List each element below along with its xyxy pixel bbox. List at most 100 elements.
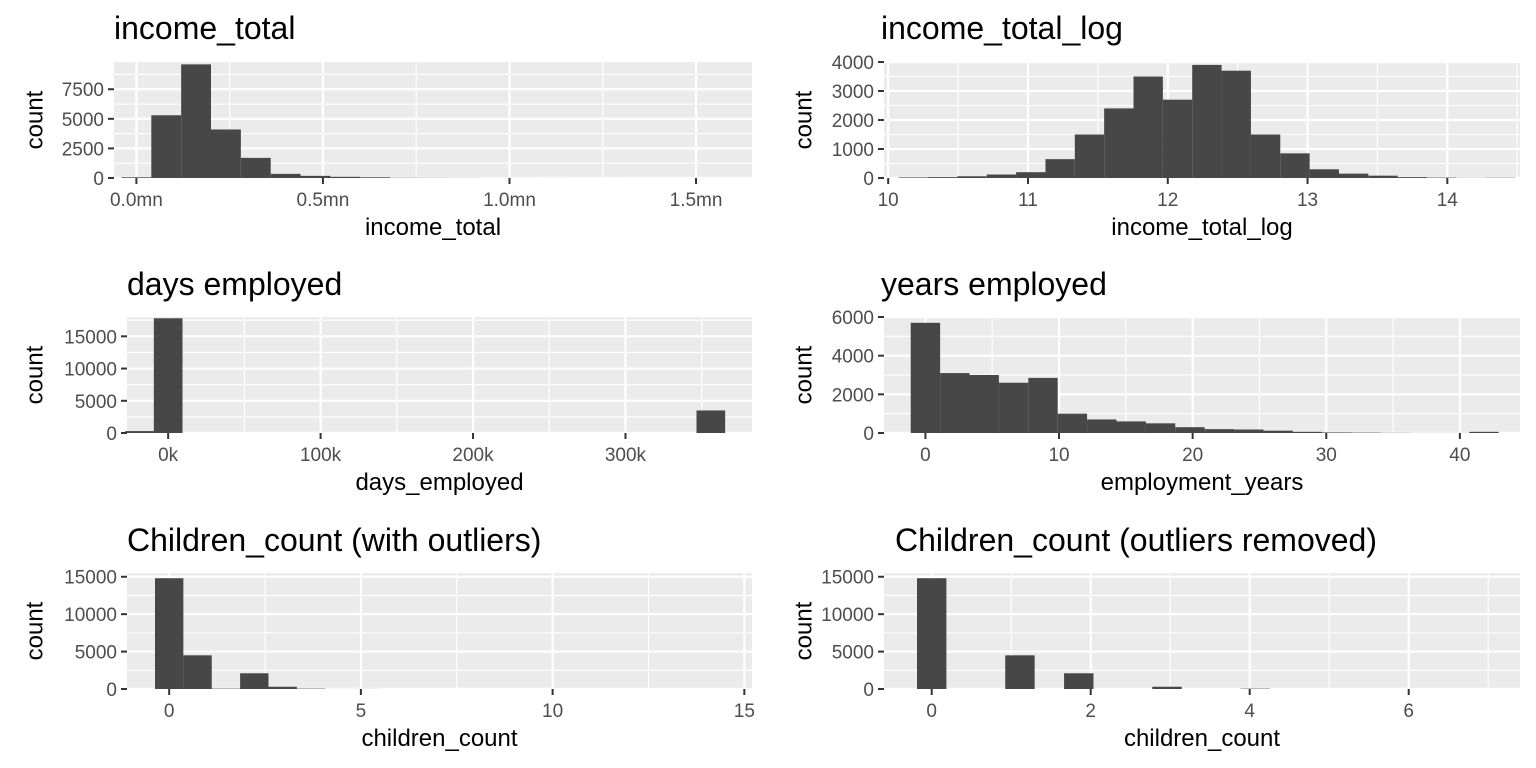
histogram-bar bbox=[928, 177, 958, 178]
histogram-bar bbox=[360, 177, 391, 178]
histogram-bar bbox=[153, 318, 183, 433]
histogram-bar bbox=[1397, 177, 1428, 178]
y-tick-label: 15000 bbox=[821, 568, 874, 589]
x-tick-label: 0 bbox=[926, 701, 937, 722]
x-tick-label: 0.5mn bbox=[297, 190, 350, 211]
x-axis-title: income_total_log bbox=[1111, 214, 1292, 241]
y-tick-label: 0 bbox=[106, 424, 117, 445]
x-tick-label: 15 bbox=[734, 701, 755, 722]
y-tick-label: 0 bbox=[863, 680, 874, 701]
histogram-bar bbox=[916, 578, 947, 689]
histogram-bar bbox=[154, 578, 184, 689]
histogram-bar bbox=[211, 129, 241, 178]
y-axis-title: count bbox=[790, 345, 817, 404]
x-axis-title: children_count bbox=[1124, 725, 1280, 752]
histogram-bar bbox=[1152, 686, 1182, 689]
y-tick-label: 5000 bbox=[832, 643, 874, 664]
histogram-bar bbox=[151, 115, 182, 178]
y-axis-title: count bbox=[790, 90, 817, 149]
y-axis-title: count bbox=[21, 601, 48, 660]
y-tick-label: 3000 bbox=[832, 82, 874, 103]
chart-title: years employed bbox=[881, 266, 1107, 302]
chart-title: income_total bbox=[114, 10, 295, 46]
y-tick-label: 4000 bbox=[832, 347, 874, 368]
x-axis-title: income_total bbox=[365, 214, 501, 241]
histogram-bar bbox=[240, 157, 271, 178]
x-tick-label: 0.0mn bbox=[110, 190, 163, 211]
histogram-bar bbox=[300, 175, 331, 178]
y-axis-title: count bbox=[21, 90, 48, 149]
histogram-bar bbox=[268, 686, 297, 689]
x-tick-label: 10 bbox=[878, 190, 899, 211]
chart-title: Children_count (outliers removed) bbox=[895, 522, 1377, 558]
histogram-bar bbox=[1175, 427, 1205, 433]
histogram-bar bbox=[1087, 419, 1117, 433]
x-tick-label: 0 bbox=[164, 701, 175, 722]
x-tick-label: 10 bbox=[542, 701, 563, 722]
x-tick-label: 14 bbox=[1437, 190, 1459, 211]
histogram-bar bbox=[957, 176, 987, 178]
y-tick-label: 0 bbox=[863, 169, 874, 190]
y-tick-label: 0 bbox=[863, 424, 874, 445]
histogram-bar bbox=[1280, 153, 1310, 178]
histogram-bar bbox=[1309, 169, 1339, 178]
chart-title: income_total_log bbox=[881, 10, 1123, 46]
y-tick-label: 1000 bbox=[832, 140, 874, 161]
x-tick-label: 11 bbox=[1018, 190, 1038, 211]
histogram-bar bbox=[1133, 76, 1163, 178]
histogram-bar bbox=[1322, 432, 1352, 433]
histogram-bar bbox=[998, 382, 1029, 433]
x-tick-label: 100k bbox=[300, 445, 342, 466]
histogram-panel-5: 0 5 10 15 0 5000 10000 15000 Children_count (wit… bbox=[21, 522, 755, 752]
histogram-bar bbox=[1234, 429, 1264, 433]
panel-background bbox=[884, 573, 1520, 689]
histogram-bar bbox=[910, 322, 941, 433]
y-tick-label: 2000 bbox=[832, 111, 874, 132]
x-tick-label: 300k bbox=[605, 445, 647, 466]
histogram-bar bbox=[898, 177, 929, 178]
histogram-bar bbox=[1116, 421, 1146, 433]
x-tick-label: 2 bbox=[1085, 701, 1096, 722]
histogram-bar bbox=[1162, 99, 1193, 178]
y-tick-label: 10000 bbox=[64, 360, 117, 381]
histogram-panel-1: 0.0mn 0.5mn 1.0mn 1.5mn 0 2500 5000 7500 income_… bbox=[21, 10, 752, 241]
y-axis-title: count bbox=[21, 345, 48, 404]
histogram-bar bbox=[240, 673, 269, 689]
histogram-bar bbox=[183, 655, 212, 689]
histogram-bar bbox=[1028, 377, 1058, 433]
histogram-bar bbox=[1221, 70, 1251, 178]
histogram-bar bbox=[1005, 655, 1035, 689]
x-tick-label: 1.0mn bbox=[483, 190, 536, 211]
x-axis-title: employment_years bbox=[1101, 469, 1304, 496]
y-tick-label: 0 bbox=[106, 680, 117, 701]
histogram-bar bbox=[1338, 173, 1369, 178]
x-tick-label: 5 bbox=[356, 701, 367, 722]
histogram-bar bbox=[969, 375, 999, 433]
y-tick-label: 15000 bbox=[64, 327, 117, 348]
histogram-bar bbox=[1016, 172, 1046, 178]
y-tick-label: 5000 bbox=[75, 392, 117, 413]
histogram-bar bbox=[1045, 159, 1075, 178]
chart-title: days employed bbox=[127, 266, 342, 302]
histogram-bar bbox=[125, 431, 154, 433]
histogram-bar bbox=[1057, 413, 1088, 433]
histogram-bar bbox=[1064, 673, 1094, 689]
x-tick-label: 30 bbox=[1316, 445, 1337, 466]
x-tick-label: 40 bbox=[1449, 445, 1470, 466]
y-tick-label: 15000 bbox=[64, 568, 117, 589]
y-axis-title: count bbox=[790, 601, 817, 660]
histogram-bar bbox=[986, 174, 1017, 178]
histogram-panel-2: 10 11 12 13 14 0 1000 2000 3000 4000 income_total_… bbox=[790, 10, 1520, 241]
histogram-bar bbox=[330, 176, 361, 178]
y-tick-label: 6000 bbox=[832, 308, 874, 329]
histogram-bar bbox=[940, 373, 970, 433]
chart-title: Children_count (with outliers) bbox=[127, 522, 541, 558]
panel-background bbox=[127, 573, 752, 689]
y-tick-label: 7500 bbox=[62, 80, 104, 101]
x-tick-label: 200k bbox=[452, 445, 494, 466]
histogram-bar bbox=[1368, 175, 1398, 178]
x-tick-label: 6 bbox=[1403, 701, 1414, 722]
y-tick-label: 4000 bbox=[832, 53, 874, 74]
x-axis-title: children_count bbox=[361, 725, 517, 752]
